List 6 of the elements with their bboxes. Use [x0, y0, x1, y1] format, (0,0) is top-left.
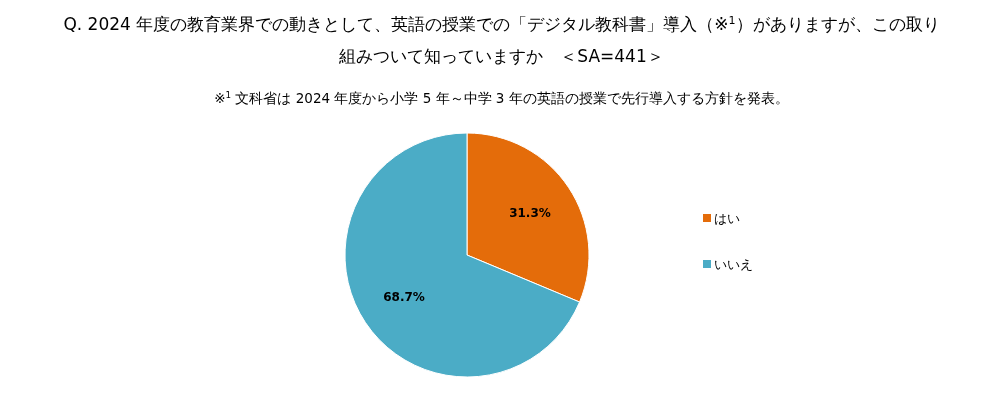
legend-label: はい — [714, 211, 740, 226]
data-label: 68.7% — [383, 289, 425, 304]
chart-title: Q. 2024 年度の教育業界での動きとして、英語の授業での「デジタル教科書」導入（※$^{1}$）がありますが、この取り組みついて知っていますか ＜SA=441＞ — [63, 13, 940, 66]
data-label: 31.3% — [509, 206, 551, 221]
chart-subtitle: ※$^{1}$ 文科省は 2024 年度から小学 5 年～中学 3 年の英語の授業で先行導入する方針を発表。 — [214, 90, 789, 106]
legend-label: いいえ — [714, 257, 753, 272]
